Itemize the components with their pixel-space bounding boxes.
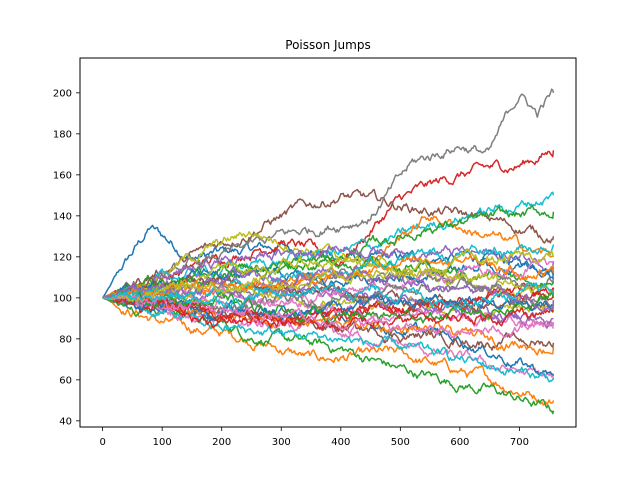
x-tick-label: 400 (331, 437, 350, 448)
x-tick-label: 0 (99, 437, 105, 448)
y-tick-label: 140 (53, 211, 72, 222)
y-tick-label: 180 (53, 129, 72, 140)
series-line-20 (102, 296, 554, 383)
series-line-10 (102, 191, 555, 299)
x-tick-label: 600 (450, 437, 469, 448)
series-layer (101, 88, 555, 415)
x-tick-label: 700 (510, 437, 529, 448)
series-line-36 (102, 294, 555, 339)
axes: 0 100 200 300 400 500 600 700 40 60 80 100 120 140 160… (53, 57, 577, 448)
x-tick-label: 500 (391, 437, 410, 448)
y-tick-label: 160 (53, 170, 72, 181)
y-tick-label: 60 (59, 375, 72, 386)
x-tick-label: 300 (272, 437, 291, 448)
series-line-38 (102, 281, 555, 311)
y-tick-label: 200 (53, 88, 72, 99)
chart-title: Poisson Jumps (285, 38, 370, 52)
series-line-8 (102, 88, 555, 299)
x-tick-label: 200 (212, 437, 231, 448)
series-line-34 (102, 295, 555, 331)
plot-frame (79, 57, 577, 428)
series-line-37 (102, 248, 555, 303)
series-line-29 (102, 256, 555, 303)
series-line-33 (102, 290, 555, 327)
series-line-24 (102, 287, 555, 329)
x-tick-label: 100 (153, 437, 172, 448)
y-tick-label: 120 (53, 252, 72, 263)
y-tick-label: 100 (53, 293, 72, 304)
y-tick-label: 80 (59, 334, 72, 345)
y-tick-label: 40 (59, 416, 72, 427)
series-line-28 (102, 277, 555, 312)
